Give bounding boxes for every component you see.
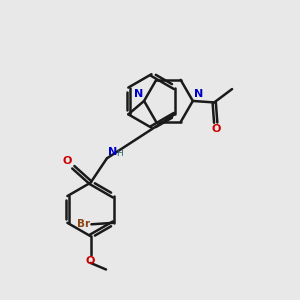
Text: O: O [211, 124, 220, 134]
Text: O: O [62, 156, 72, 166]
Text: H: H [116, 149, 123, 158]
Text: N: N [108, 147, 117, 157]
Text: N: N [134, 89, 143, 99]
Text: Br: Br [77, 219, 90, 229]
Text: N: N [194, 89, 203, 99]
Text: O: O [86, 256, 95, 266]
